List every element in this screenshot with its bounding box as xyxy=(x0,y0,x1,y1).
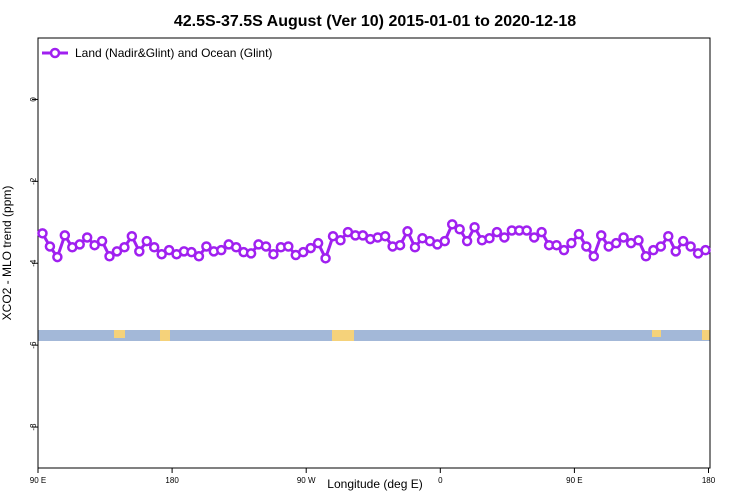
series-marker xyxy=(335,235,346,246)
series-marker xyxy=(670,246,681,257)
series-marker xyxy=(528,232,540,243)
series-marker xyxy=(618,232,629,243)
series-marker xyxy=(305,242,316,254)
land-patch xyxy=(702,330,710,340)
series-marker xyxy=(312,237,324,249)
series-marker xyxy=(163,244,175,256)
series-marker xyxy=(81,232,93,243)
series-marker xyxy=(37,228,48,239)
series-marker xyxy=(521,225,532,236)
series-marker xyxy=(201,241,212,252)
series-marker xyxy=(454,223,465,235)
ocean-band xyxy=(38,330,710,341)
series-marker xyxy=(193,251,205,262)
series-marker xyxy=(394,239,406,251)
x-tick-label: 90 W xyxy=(297,476,316,485)
series-marker xyxy=(126,230,138,242)
series-marker xyxy=(148,242,160,253)
y-tick-label: -6 xyxy=(29,341,38,349)
series-marker xyxy=(156,248,167,260)
series-marker xyxy=(685,241,696,252)
series-marker xyxy=(96,235,108,247)
series-marker xyxy=(111,246,123,257)
series-marker xyxy=(633,235,644,246)
chart-title: 42.5S-37.5S August (Ver 10) 2015-01-01 t… xyxy=(174,13,576,30)
series-marker xyxy=(409,242,421,253)
series-marker xyxy=(461,235,473,247)
land-patch xyxy=(652,330,661,337)
series-marker xyxy=(700,244,711,256)
series-marker xyxy=(573,228,585,240)
y-axis-label: XCO2 - MLO trend (ppm) xyxy=(0,186,14,321)
series-marker xyxy=(551,239,562,251)
series-marker xyxy=(566,237,577,249)
series-marker xyxy=(245,248,257,259)
series-marker xyxy=(260,241,272,252)
series-marker xyxy=(491,226,503,238)
series-marker xyxy=(230,242,242,253)
y-tick-label: -4 xyxy=(29,259,38,267)
land-patch xyxy=(332,330,354,341)
series-marker xyxy=(595,230,607,241)
series-marker xyxy=(134,246,145,257)
series-marker xyxy=(59,230,71,241)
series-marker xyxy=(640,251,652,262)
series-marker xyxy=(283,241,294,252)
x-tick-label: 90 E xyxy=(566,476,582,485)
series-marker xyxy=(297,246,309,258)
x-tick-label: 180 xyxy=(165,476,179,485)
series-marker xyxy=(119,242,130,253)
series-marker xyxy=(558,244,570,256)
x-tick-label: 90 E xyxy=(30,476,46,485)
series-marker xyxy=(89,239,100,251)
series-marker xyxy=(446,219,458,230)
land-mask-band xyxy=(38,330,710,341)
legend-marker xyxy=(49,47,61,59)
land-patch xyxy=(160,330,170,341)
series-marker xyxy=(402,226,413,237)
series-marker xyxy=(141,235,153,247)
series-marker xyxy=(499,232,510,243)
y-tick-label: 0 xyxy=(29,97,38,102)
series-marker xyxy=(655,241,667,252)
series-marker xyxy=(439,235,451,247)
series-marker xyxy=(581,241,592,252)
series-marker xyxy=(52,251,63,263)
series-marker xyxy=(677,235,689,247)
series-marker xyxy=(610,237,622,249)
series-marker xyxy=(44,241,56,252)
legend-label: Land (Nadir&Glint) and Ocean (Glint) xyxy=(75,46,272,60)
land-patch xyxy=(114,330,125,338)
series-marker xyxy=(469,221,480,233)
series-marker xyxy=(536,226,547,238)
series-marker xyxy=(320,253,331,264)
y-tick-label: -8 xyxy=(29,423,38,431)
series-marker xyxy=(104,251,115,262)
series-marker xyxy=(663,230,674,242)
series-marker xyxy=(186,246,197,258)
series-marker xyxy=(379,230,391,242)
series-marker xyxy=(216,244,227,256)
series-marker xyxy=(268,248,279,260)
series-marker xyxy=(588,251,600,262)
y-tick-label: -2 xyxy=(29,177,38,185)
series-marker xyxy=(74,239,85,250)
series-marker xyxy=(327,230,339,242)
plot-frame xyxy=(37,37,711,469)
x-axis-label: Longitude (deg E) xyxy=(327,477,422,491)
series-marker xyxy=(484,233,495,244)
x-tick-label: 0 xyxy=(438,476,443,485)
x-tick-label: 180 xyxy=(702,476,716,485)
